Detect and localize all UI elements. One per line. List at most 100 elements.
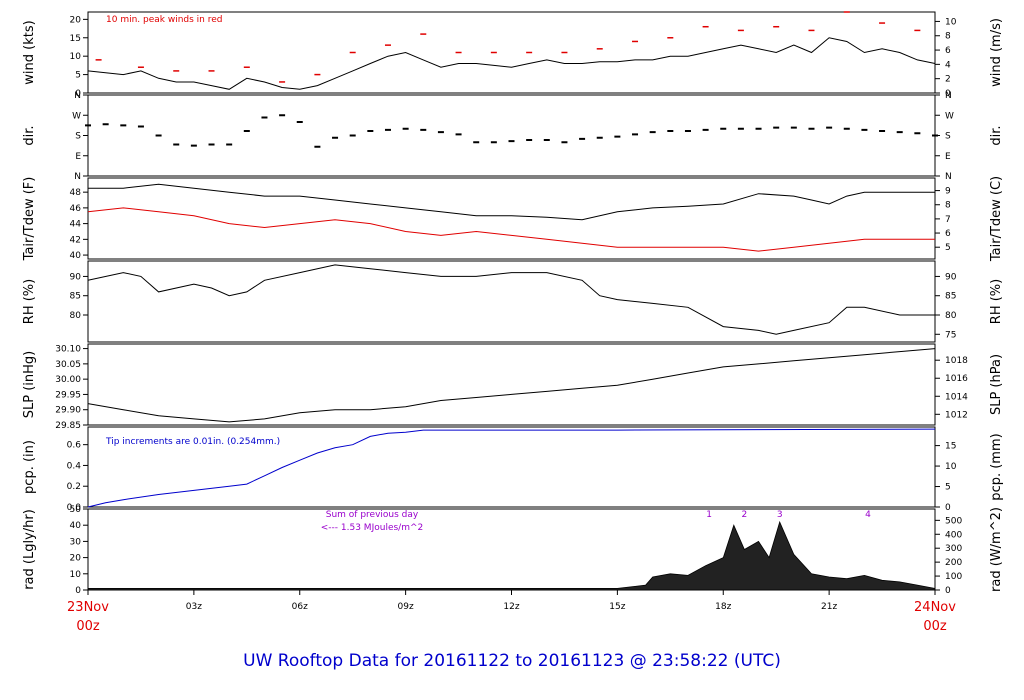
slp-ytick-right-label: 1016 bbox=[945, 374, 968, 384]
dir-point bbox=[737, 127, 744, 130]
dir-point bbox=[314, 145, 321, 148]
dir-point bbox=[490, 141, 497, 144]
wind-ytick-label: 10 bbox=[70, 52, 82, 62]
rad-ytick-label: 40 bbox=[70, 521, 82, 531]
rh-ytick-right-label: 80 bbox=[945, 311, 957, 321]
dir-point bbox=[473, 141, 480, 144]
rh-ytick-label: 90 bbox=[70, 272, 82, 282]
dir-point bbox=[526, 139, 533, 141]
wind-ylabel: wind (kts) bbox=[22, 20, 37, 84]
dir-ylabel-right: dir. bbox=[989, 125, 1004, 145]
wind-ytick-label: 20 bbox=[70, 15, 82, 25]
pcp-frame bbox=[87, 426, 936, 508]
pcp-ytick-label: 0.2 bbox=[67, 482, 81, 492]
slp-series-line bbox=[87, 348, 936, 423]
rad-ylabel-right: rad (W/m^2) bbox=[989, 507, 1004, 592]
x-end-date: 24Nov bbox=[914, 600, 956, 615]
rad-annotation-line1: Sum of previous day bbox=[326, 510, 419, 520]
dir-point bbox=[279, 114, 286, 117]
pcp-ytick-label: 0.4 bbox=[67, 461, 82, 471]
rh-series-line bbox=[87, 264, 935, 335]
wind-ytick-label: 15 bbox=[70, 34, 81, 44]
dir-ytick-right-label: N bbox=[945, 91, 952, 101]
dir-frame bbox=[87, 94, 936, 177]
dir-point bbox=[420, 128, 427, 131]
rad-marker-label: 4 bbox=[865, 510, 871, 520]
dir-ytick-right-label: N bbox=[945, 172, 952, 182]
dir-point bbox=[243, 130, 250, 132]
dir-point bbox=[614, 135, 621, 138]
dir-point bbox=[632, 133, 639, 136]
wind-ytick-label: 5 bbox=[75, 71, 81, 81]
slp-ytick-right-label: 1012 bbox=[945, 410, 968, 420]
dir-point bbox=[85, 124, 91, 127]
rad-ytick-right-label: 0 bbox=[945, 586, 951, 596]
slp-ytick-label: 30.00 bbox=[55, 375, 81, 385]
wind-ytick-right-label: 2 bbox=[945, 75, 951, 85]
slp-frame bbox=[87, 343, 936, 426]
dir-point bbox=[579, 137, 586, 140]
x-tick-label: 03z bbox=[186, 602, 202, 612]
dir-ytick-label: S bbox=[75, 132, 81, 142]
dir-point bbox=[120, 124, 127, 127]
slp-ytick-label: 30.05 bbox=[55, 360, 81, 370]
dir-point bbox=[384, 128, 391, 131]
rad-ytick-label: 30 bbox=[70, 537, 82, 547]
wind-annotation: 10 min. peak winds in red bbox=[106, 15, 223, 25]
dir-point bbox=[932, 134, 938, 137]
dir-point bbox=[667, 130, 674, 132]
rad-ytick-right-label: 400 bbox=[945, 530, 962, 540]
pcp-ytick-right-label: 10 bbox=[945, 462, 957, 472]
dir-ytick-label: W bbox=[72, 111, 81, 121]
rad-ytick-right-label: 200 bbox=[945, 558, 962, 568]
rh-ytick-right-label: 90 bbox=[945, 272, 957, 282]
slp-ytick-right-label: 1018 bbox=[945, 356, 968, 366]
pcp-ytick-right-label: 15 bbox=[945, 442, 956, 452]
dir-point bbox=[808, 127, 815, 130]
wind-series-line bbox=[87, 37, 936, 90]
pcp-ylabel-right: pcp. (mm) bbox=[989, 433, 1004, 500]
dir-point bbox=[720, 127, 727, 130]
temp-ytick-label: 44 bbox=[70, 220, 82, 230]
rh-ytick-label: 80 bbox=[70, 311, 82, 321]
rad-ytick-label: 50 bbox=[70, 505, 82, 515]
dir-point bbox=[173, 143, 180, 146]
dir-point bbox=[437, 131, 444, 134]
pcp-ytick-label: 0.0 bbox=[67, 503, 82, 513]
rad-marker-label: 3 bbox=[777, 510, 783, 520]
rad-ytick-label: 20 bbox=[70, 554, 82, 564]
dir-point bbox=[914, 132, 921, 135]
chart-title: UW Rooftop Data for 20161122 to 20161123… bbox=[243, 651, 781, 671]
dir-point bbox=[402, 127, 409, 130]
temp-ytick-label: 40 bbox=[70, 251, 82, 261]
dir-point bbox=[190, 144, 197, 147]
dir-point bbox=[508, 140, 515, 143]
dir-point bbox=[332, 136, 339, 139]
dir-point bbox=[684, 130, 691, 132]
pcp-series-line bbox=[87, 428, 936, 508]
dir-point bbox=[773, 126, 780, 129]
dir-ytick-label: N bbox=[74, 91, 81, 101]
temp-ytick-label: 48 bbox=[70, 188, 82, 198]
rad-ytick-label: 10 bbox=[70, 570, 82, 580]
temp-ytick-right-label: 5 bbox=[945, 243, 951, 253]
dir-ytick-right-label: W bbox=[945, 111, 954, 121]
dir-point bbox=[790, 126, 797, 129]
wind-ytick-right-label: 8 bbox=[945, 32, 951, 42]
rad-marker-label: 2 bbox=[742, 510, 748, 520]
dir-point bbox=[649, 131, 656, 134]
rh-frame bbox=[87, 260, 936, 343]
x-start-date: 23Nov bbox=[67, 600, 109, 615]
dir-point bbox=[543, 139, 550, 141]
temp-ylabel-right: Tair/Tdew (C) bbox=[989, 176, 1004, 262]
rad-ytick-right-label: 500 bbox=[945, 516, 962, 526]
dir-point bbox=[702, 128, 709, 131]
dir-point bbox=[296, 121, 303, 123]
temp-ytick-right-label: 9 bbox=[945, 187, 951, 197]
dir-point bbox=[137, 125, 144, 128]
temp-ytick-label: 46 bbox=[70, 204, 82, 214]
pcp-ytick-right-label: 0 bbox=[945, 503, 951, 513]
rad-ytick-label: 0 bbox=[75, 586, 81, 596]
rh-ylabel: RH (%) bbox=[22, 279, 37, 324]
dir-point bbox=[367, 130, 374, 132]
